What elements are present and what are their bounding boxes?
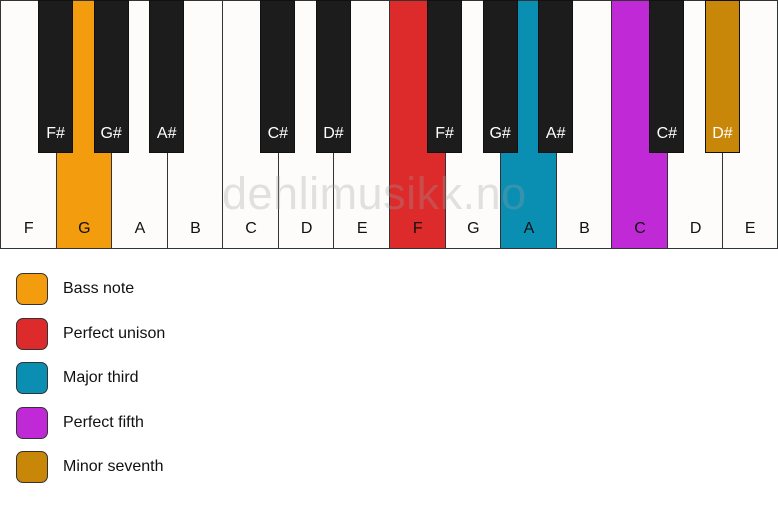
key-label: B (579, 220, 590, 237)
key-label: A# (545, 125, 566, 142)
key-label: A (134, 220, 146, 237)
legend-item: Minor seventh (16, 450, 164, 484)
key-label: B (190, 220, 201, 237)
black-key[interactable]: F# (38, 0, 74, 153)
legend-label: Perfect unison (63, 324, 166, 342)
legend-swatch (16, 362, 48, 394)
black-key[interactable]: G# (482, 0, 518, 153)
key-label: G# (100, 125, 122, 142)
legend-label: Minor seventh (63, 458, 164, 475)
legend-item: Bass note (16, 272, 134, 306)
legend-swatch (16, 451, 48, 483)
key-label: E (356, 220, 368, 237)
key-label: F# (46, 125, 65, 142)
legend-label: Major third (63, 369, 139, 386)
black-key[interactable]: G# (93, 0, 129, 153)
key-label: G (78, 220, 91, 237)
legend-item: Perfect unison (16, 317, 165, 351)
black-key[interactable]: D# (704, 0, 740, 153)
black-key[interactable]: D# (315, 0, 351, 153)
black-key[interactable]: A# (149, 0, 185, 153)
key-label: C# (267, 125, 289, 142)
key-label: A# (156, 125, 177, 142)
key-label: D (300, 220, 313, 237)
legend-label: Bass note (63, 280, 135, 297)
black-key[interactable]: C# (260, 0, 296, 153)
key-label: D (689, 220, 702, 237)
key-label: E (744, 220, 756, 237)
legend-swatch (16, 406, 48, 439)
key-label: G# (489, 125, 511, 142)
black-key[interactable]: C# (649, 0, 685, 153)
legend-swatch (16, 317, 48, 350)
black-key[interactable]: A# (538, 0, 574, 153)
key-label: D# (323, 125, 344, 142)
key-label: C (245, 220, 257, 237)
key-label: F# (435, 125, 454, 142)
legend-item: Major third (16, 361, 139, 395)
legend-swatch (16, 273, 48, 305)
key-label: C# (656, 125, 678, 142)
legend-item: Perfect fifth (16, 406, 144, 440)
key-label: A (523, 220, 535, 237)
legend-label: Perfect fifth (63, 413, 144, 431)
black-key[interactable]: F# (427, 0, 463, 153)
key-label: F (412, 220, 423, 237)
piano-keyboard: F G A B C D E F G A B C D E F# G# A# C# D# F# G# A# C# D# (0, 0, 778, 251)
key-label: D# (712, 125, 733, 142)
key-label: C (634, 220, 646, 237)
key-label: G (467, 220, 480, 237)
key-label: F (23, 220, 34, 237)
